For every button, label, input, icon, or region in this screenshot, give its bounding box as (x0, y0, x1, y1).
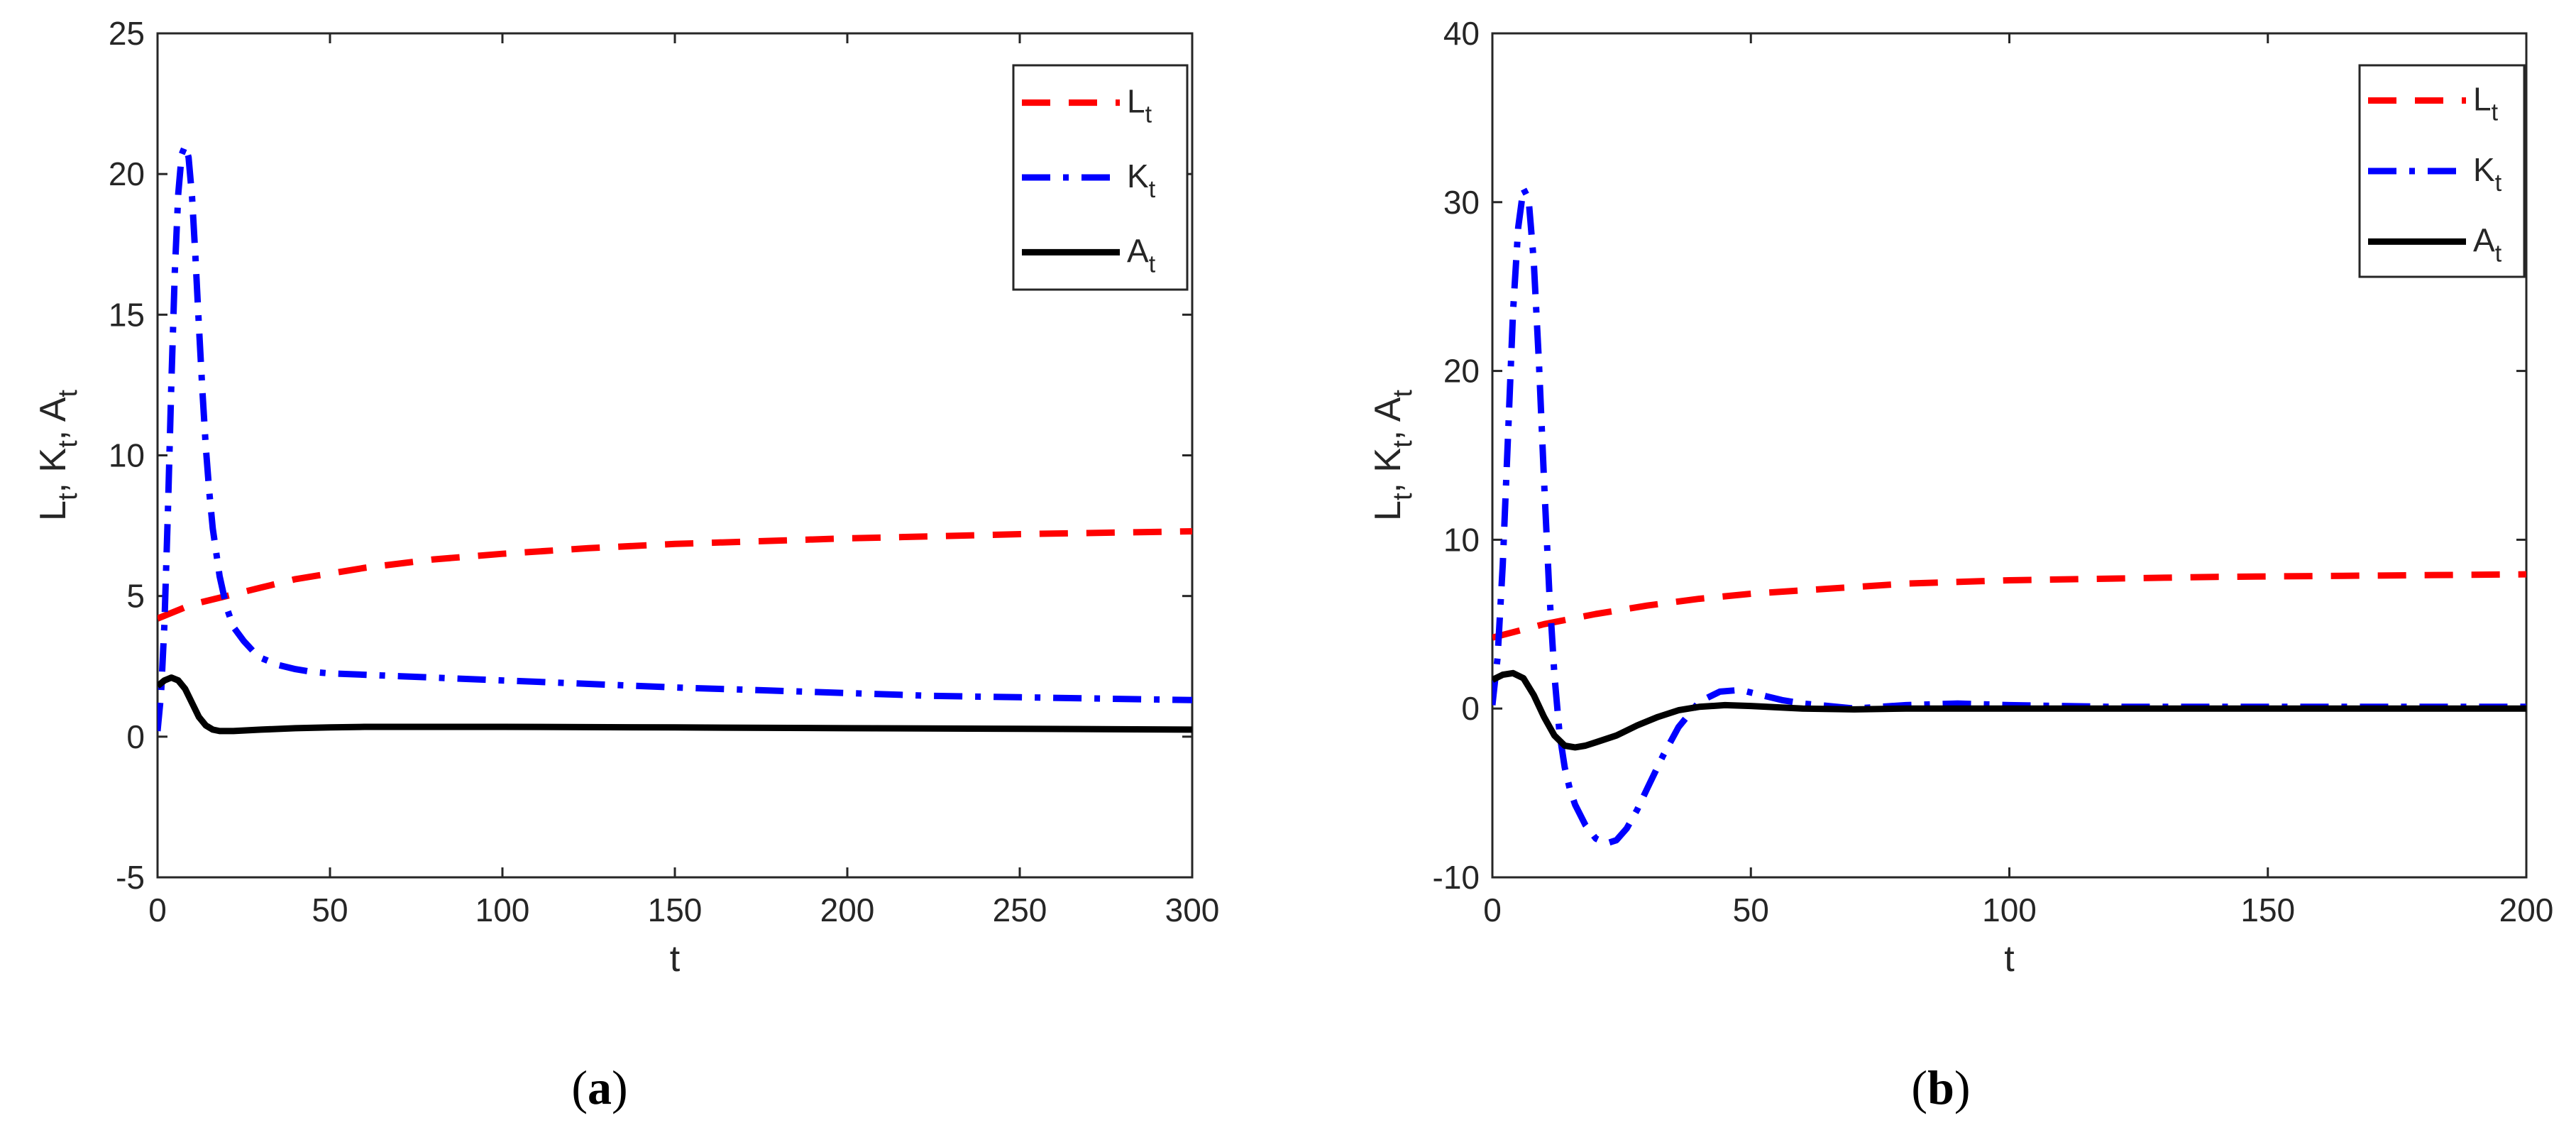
y-tick-label: -10 (1433, 859, 1480, 896)
x-tick-label: 50 (312, 892, 348, 928)
legend-label-base: K (2473, 151, 2495, 188)
x-tick-label: 0 (1483, 892, 1502, 928)
y-axis-label-separator: , (1367, 473, 1409, 493)
legend-label-subscript: t (1149, 176, 1156, 203)
y-tick-label: 0 (126, 718, 145, 755)
y-axis-label: Lt, Kt, At (1367, 390, 1418, 521)
y-axis-label-subscript: t (1388, 390, 1418, 397)
y-tick-label: 10 (109, 437, 145, 474)
legend-label-subscript: t (1149, 251, 1156, 278)
legend-label-base: L (1127, 83, 1145, 120)
series-line-a (1492, 669, 2526, 751)
panel-caption: (a) (571, 1060, 627, 1114)
y-axis-label-base: L (33, 500, 74, 521)
series-line-k (158, 143, 1192, 732)
caption-close-paren: ) (1954, 1060, 1971, 1114)
legend-label-k: Kt (1127, 158, 1156, 203)
y-axis-label-subscript: t (1388, 493, 1418, 500)
plot-area-frame (1491, 32, 2528, 879)
y-tick-label: 5 (126, 578, 145, 615)
y-axis-label-subscript: t (1388, 440, 1418, 448)
y-tick-label: 10 (1443, 521, 1480, 558)
y-axis-label-separator: , (33, 473, 74, 493)
caption-letter: a (588, 1060, 612, 1114)
x-tick-label: 150 (648, 892, 703, 928)
legend-label-base: A (2473, 221, 2495, 258)
y-axis-label-base: K (33, 448, 74, 473)
y-axis-label-base: A (33, 397, 74, 422)
legend-label-base: L (2473, 81, 2492, 118)
y-tick-label: 20 (1443, 353, 1480, 390)
legend-label-subscript: t (1145, 102, 1152, 128)
x-tick-label: 100 (1982, 892, 2037, 928)
legend-label-a: At (1127, 232, 1156, 278)
y-axis-label-subscript: t (53, 493, 83, 500)
caption-letter: b (1927, 1060, 1954, 1114)
y-axis-label-subscript: t (53, 390, 83, 397)
legend-label-l: Lt (2473, 81, 2499, 126)
series-line-a (158, 674, 1192, 735)
y-tick-label: 30 (1443, 184, 1480, 221)
x-tick-label: 150 (2240, 892, 2295, 928)
legend-label-subscript: t (2495, 170, 2502, 197)
legend-label-base: A (1127, 232, 1149, 269)
series-line-l (1492, 571, 2526, 641)
legend-label-subscript: t (2495, 240, 2502, 267)
legend-label-k: Kt (2473, 151, 2502, 197)
y-tick-label: 0 (1461, 690, 1480, 727)
x-tick-label: 300 (1165, 892, 1220, 928)
caption-open-paren: ( (1911, 1060, 1927, 1114)
legend-label-base: K (1127, 158, 1149, 194)
y-axis-label-base: A (1367, 397, 1409, 422)
caption-close-paren: ) (612, 1060, 628, 1114)
y-tick-label: -5 (116, 859, 145, 896)
x-axis-label: t (2004, 938, 2015, 980)
y-axis-label: Lt, Kt, At (33, 390, 83, 521)
y-axis-label-separator: , (1367, 422, 1409, 440)
legend-label-subscript: t (2492, 99, 2499, 126)
y-tick-label: 20 (109, 155, 145, 192)
y-tick-label: 40 (1443, 15, 1480, 52)
x-tick-label: 50 (1733, 892, 1769, 928)
x-tick-label: 200 (820, 892, 875, 928)
caption-open-paren: ( (571, 1060, 588, 1114)
x-axis-label: t (670, 938, 681, 980)
x-tick-label: 200 (2499, 892, 2554, 928)
panel-caption: (b) (1911, 1060, 1970, 1114)
legend-label-a: At (2473, 221, 2502, 267)
legend-label-l: Lt (1127, 83, 1152, 128)
y-tick-label: 25 (109, 15, 145, 52)
x-tick-label: 250 (993, 892, 1047, 928)
y-axis-label-base: K (1367, 448, 1409, 473)
y-tick-label: 15 (109, 296, 145, 333)
x-tick-label: 0 (148, 892, 167, 928)
y-axis-label-separator: , (33, 422, 74, 440)
y-axis-label-base: L (1367, 500, 1409, 521)
x-tick-label: 100 (475, 892, 530, 928)
series-line-l (158, 528, 1192, 622)
y-axis-label-subscript: t (53, 440, 83, 448)
